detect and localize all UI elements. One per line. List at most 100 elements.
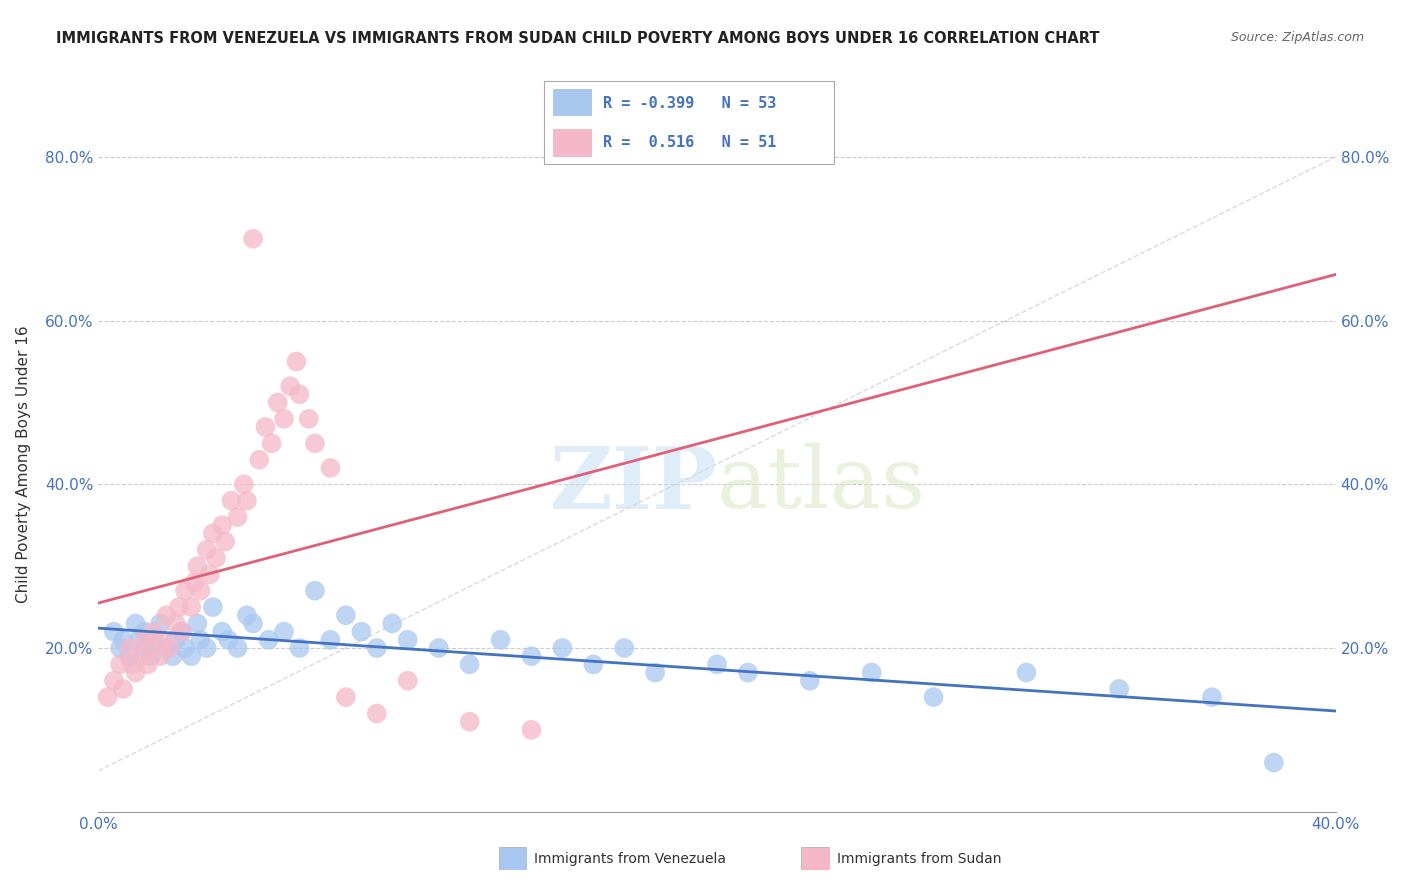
Point — [190, 583, 212, 598]
Point — [112, 632, 135, 647]
Point — [183, 575, 205, 590]
Point — [706, 657, 728, 672]
Point — [242, 232, 264, 246]
Point — [582, 657, 605, 672]
Y-axis label: Child Poverty Among Boys Under 16: Child Poverty Among Boys Under 16 — [17, 325, 31, 603]
Point — [335, 608, 357, 623]
Point — [366, 640, 388, 655]
Point — [214, 534, 236, 549]
Point — [155, 608, 177, 623]
Point — [737, 665, 759, 680]
Point — [273, 624, 295, 639]
Point — [1201, 690, 1223, 705]
Point — [205, 551, 228, 566]
Point — [288, 387, 311, 401]
Point — [860, 665, 883, 680]
Point — [613, 640, 636, 655]
Point — [143, 632, 166, 647]
Point — [922, 690, 945, 705]
Point — [285, 354, 308, 368]
Point — [152, 632, 174, 647]
Point — [319, 461, 342, 475]
Point — [103, 673, 125, 688]
Point — [124, 616, 146, 631]
Point — [267, 395, 290, 409]
Text: IMMIGRANTS FROM VENEZUELA VS IMMIGRANTS FROM SUDAN CHILD POVERTY AMONG BOYS UNDE: IMMIGRANTS FROM VENEZUELA VS IMMIGRANTS … — [56, 31, 1099, 46]
Point — [136, 657, 159, 672]
Point — [174, 583, 197, 598]
Point — [159, 640, 181, 655]
Point — [121, 657, 143, 672]
Point — [186, 559, 208, 574]
Point — [381, 616, 404, 631]
Point — [288, 640, 311, 655]
Point — [396, 632, 419, 647]
Text: ZIP: ZIP — [550, 442, 717, 526]
Point — [198, 567, 221, 582]
Point — [134, 640, 156, 655]
Point — [335, 690, 357, 705]
Point — [134, 632, 156, 647]
Text: atlas: atlas — [717, 443, 927, 526]
Point — [257, 632, 280, 647]
Point — [226, 510, 249, 524]
Point — [108, 657, 131, 672]
Point — [319, 632, 342, 647]
Point — [242, 616, 264, 631]
Point — [190, 632, 212, 647]
Point — [366, 706, 388, 721]
Point — [195, 640, 218, 655]
Point — [143, 624, 166, 639]
Point — [118, 649, 141, 664]
Point — [128, 632, 150, 647]
Point — [201, 600, 224, 615]
Point — [551, 640, 574, 655]
Point — [139, 640, 162, 655]
Point — [396, 673, 419, 688]
Point — [273, 412, 295, 426]
Point — [165, 616, 187, 631]
Point — [201, 526, 224, 541]
Point — [304, 436, 326, 450]
Point — [139, 649, 162, 664]
Point — [226, 640, 249, 655]
Text: R = -0.399   N = 53: R = -0.399 N = 53 — [603, 95, 776, 111]
Point — [165, 632, 187, 647]
Point — [236, 493, 259, 508]
Point — [167, 600, 190, 615]
Point — [103, 624, 125, 639]
Text: Immigrants from Venezuela: Immigrants from Venezuela — [534, 852, 727, 866]
Point — [427, 640, 450, 655]
Point — [124, 665, 146, 680]
Bar — [553, 129, 592, 157]
Bar — [553, 89, 592, 116]
Point — [1108, 681, 1130, 696]
Point — [97, 690, 120, 705]
Point — [247, 452, 270, 467]
Point — [520, 649, 543, 664]
Point — [174, 640, 197, 655]
Point — [134, 624, 156, 639]
Point — [278, 379, 301, 393]
Point — [211, 624, 233, 639]
FancyBboxPatch shape — [544, 81, 834, 164]
Point — [458, 657, 481, 672]
Point — [1263, 756, 1285, 770]
Point — [118, 640, 141, 655]
Point — [260, 436, 283, 450]
Point — [221, 493, 243, 508]
Point — [149, 616, 172, 631]
Point — [211, 518, 233, 533]
Point — [254, 420, 277, 434]
Point — [180, 649, 202, 664]
Point — [298, 412, 321, 426]
Point — [520, 723, 543, 737]
Point — [186, 616, 208, 631]
Point — [180, 600, 202, 615]
Point — [170, 624, 193, 639]
Point — [232, 477, 254, 491]
Point — [458, 714, 481, 729]
Point — [155, 640, 177, 655]
Point — [644, 665, 666, 680]
Text: Source: ZipAtlas.com: Source: ZipAtlas.com — [1230, 31, 1364, 45]
